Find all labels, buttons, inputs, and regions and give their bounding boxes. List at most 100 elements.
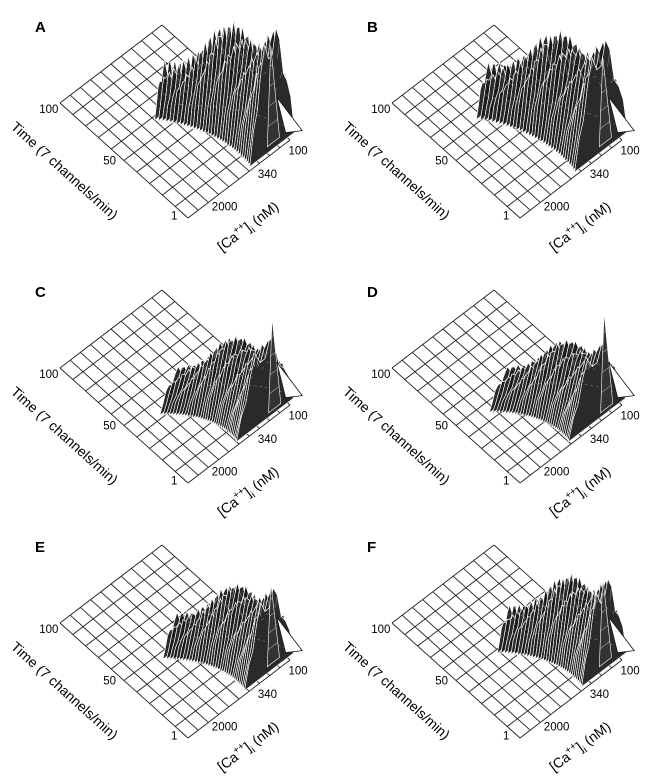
surface-mesh-line: [564, 160, 567, 164]
surface-mesh-line: [576, 591, 580, 601]
surface-mesh-line: [227, 387, 230, 392]
surface-mesh-line: [181, 367, 186, 373]
surface-mesh-line: [594, 115, 598, 117]
peak-wedge: [276, 96, 303, 134]
surface-mesh-line: [501, 76, 506, 81]
surface-mesh-line: [236, 634, 240, 640]
grid-line: [59, 289, 163, 369]
surface-mesh-line: [576, 360, 580, 365]
surface-mesh-line: [540, 82, 544, 89]
surface-mesh-line: [487, 121, 492, 123]
surface-mesh-line: [511, 388, 516, 391]
grid-line: [417, 312, 520, 392]
surface-mesh-line: [254, 593, 257, 603]
surface-mesh-line: [548, 662, 551, 665]
grid-line: [404, 36, 508, 115]
grid-line: [430, 579, 533, 658]
surface-mesh-line: [551, 353, 555, 359]
x-tick-label: 100: [620, 410, 639, 422]
surface-mesh-line: [219, 379, 222, 385]
surface-mesh-line: [587, 604, 590, 614]
y-tick-label: 100: [371, 104, 390, 116]
surface-mesh-line: [529, 620, 534, 622]
surface-mesh-line: [580, 350, 583, 354]
surface-mesh-line: [229, 676, 232, 679]
surface-mesh-line: [509, 59, 514, 68]
surface-mesh-line: [577, 104, 580, 107]
y-tick-label: 50: [435, 156, 448, 168]
surface-mesh-line: [252, 344, 256, 354]
surface-mesh-line: [278, 645, 281, 647]
surface-mesh-line: [582, 379, 585, 382]
surface-mesh-line: [550, 344, 554, 349]
surface-mesh-line: [496, 70, 501, 74]
surface-mesh-line: [207, 365, 212, 367]
surface-mesh-line: [214, 378, 218, 384]
surface-mesh-line: [184, 84, 189, 87]
surface-mesh-line: [554, 616, 557, 622]
y-axis-label: Time (7 channels/min): [8, 383, 121, 487]
surface-mesh-line: [201, 366, 206, 370]
surface-mesh-line: [247, 638, 250, 641]
surface-mesh-line: [522, 416, 526, 418]
surface-mesh-line: [225, 352, 229, 357]
surface-mesh-line: [538, 369, 543, 374]
surface-mesh-line: [573, 393, 576, 396]
surface-mesh-line: [235, 600, 238, 603]
surface-mesh-line: [570, 396, 573, 402]
surface-mesh-line: [555, 354, 559, 359]
x-tick-label: 340: [590, 169, 609, 181]
surface-mesh-line: [562, 389, 566, 394]
surface-mesh-line: [589, 637, 593, 639]
surface-mesh-line: [553, 592, 557, 599]
surface-mesh-line: [524, 363, 529, 366]
surface-mesh-line: [229, 108, 233, 110]
y-tick-label: 1: [503, 476, 509, 488]
surface-mesh-line: [180, 76, 185, 81]
surface-mesh-line: [523, 371, 528, 373]
surface-mesh-line: [250, 38, 254, 43]
surface-mesh-line: [241, 391, 244, 393]
surface-mesh-line: [213, 598, 218, 605]
grid-line: [391, 289, 495, 369]
surface-mesh-line: [247, 164, 250, 167]
surface-mesh-line: [214, 594, 218, 605]
surface-mesh-line: [560, 156, 563, 159]
surface-mesh-line: [593, 76, 597, 78]
y-tick-label: 1: [503, 211, 509, 223]
surface-mesh-line: [544, 349, 548, 360]
surface-mesh-line: [238, 66, 242, 74]
surface-mesh-line: [251, 646, 253, 651]
panel-B: B 100 50 1 2000 340 100 Time (7 channels/min) [C…: [332, 0, 653, 262]
y-tick-label: 1: [171, 476, 177, 488]
grid-line: [417, 567, 520, 647]
surface-mesh-line: [188, 67, 193, 78]
surface-mesh-line: [565, 62, 569, 78]
x-tick-label: 2000: [544, 467, 570, 479]
surface-mesh-line: [169, 393, 173, 396]
surface-mesh-line: [584, 347, 587, 356]
surface-mesh-line: [507, 92, 512, 97]
peak-body: [268, 317, 282, 414]
surface-mesh-line: [545, 145, 549, 148]
peak-mesh-line: [601, 593, 605, 596]
surface-mesh-line: [552, 369, 556, 371]
peak: [600, 312, 635, 414]
x-tick-label: 2000: [212, 202, 238, 214]
surface: [159, 334, 294, 443]
surface-mesh-line: [201, 606, 206, 610]
surface-mesh-line: [232, 337, 236, 345]
surface-mesh-line: [255, 607, 259, 617]
surface-mesh-line: [560, 37, 564, 51]
surface-mesh-line: [229, 434, 232, 436]
surface-mesh-line: [546, 424, 549, 426]
panel-D: D 100 50 1 2000 340 100 Time (7 channels/min) [C…: [332, 265, 653, 527]
surface-mesh-line: [220, 588, 224, 593]
surface-mesh-line: [518, 373, 522, 376]
surface-mesh-line: [263, 601, 266, 610]
surface-mesh-line: [559, 592, 564, 596]
surface-mesh-line: [561, 343, 564, 353]
surface-mesh-line: [227, 57, 231, 65]
surface-mesh-line: [534, 138, 538, 141]
